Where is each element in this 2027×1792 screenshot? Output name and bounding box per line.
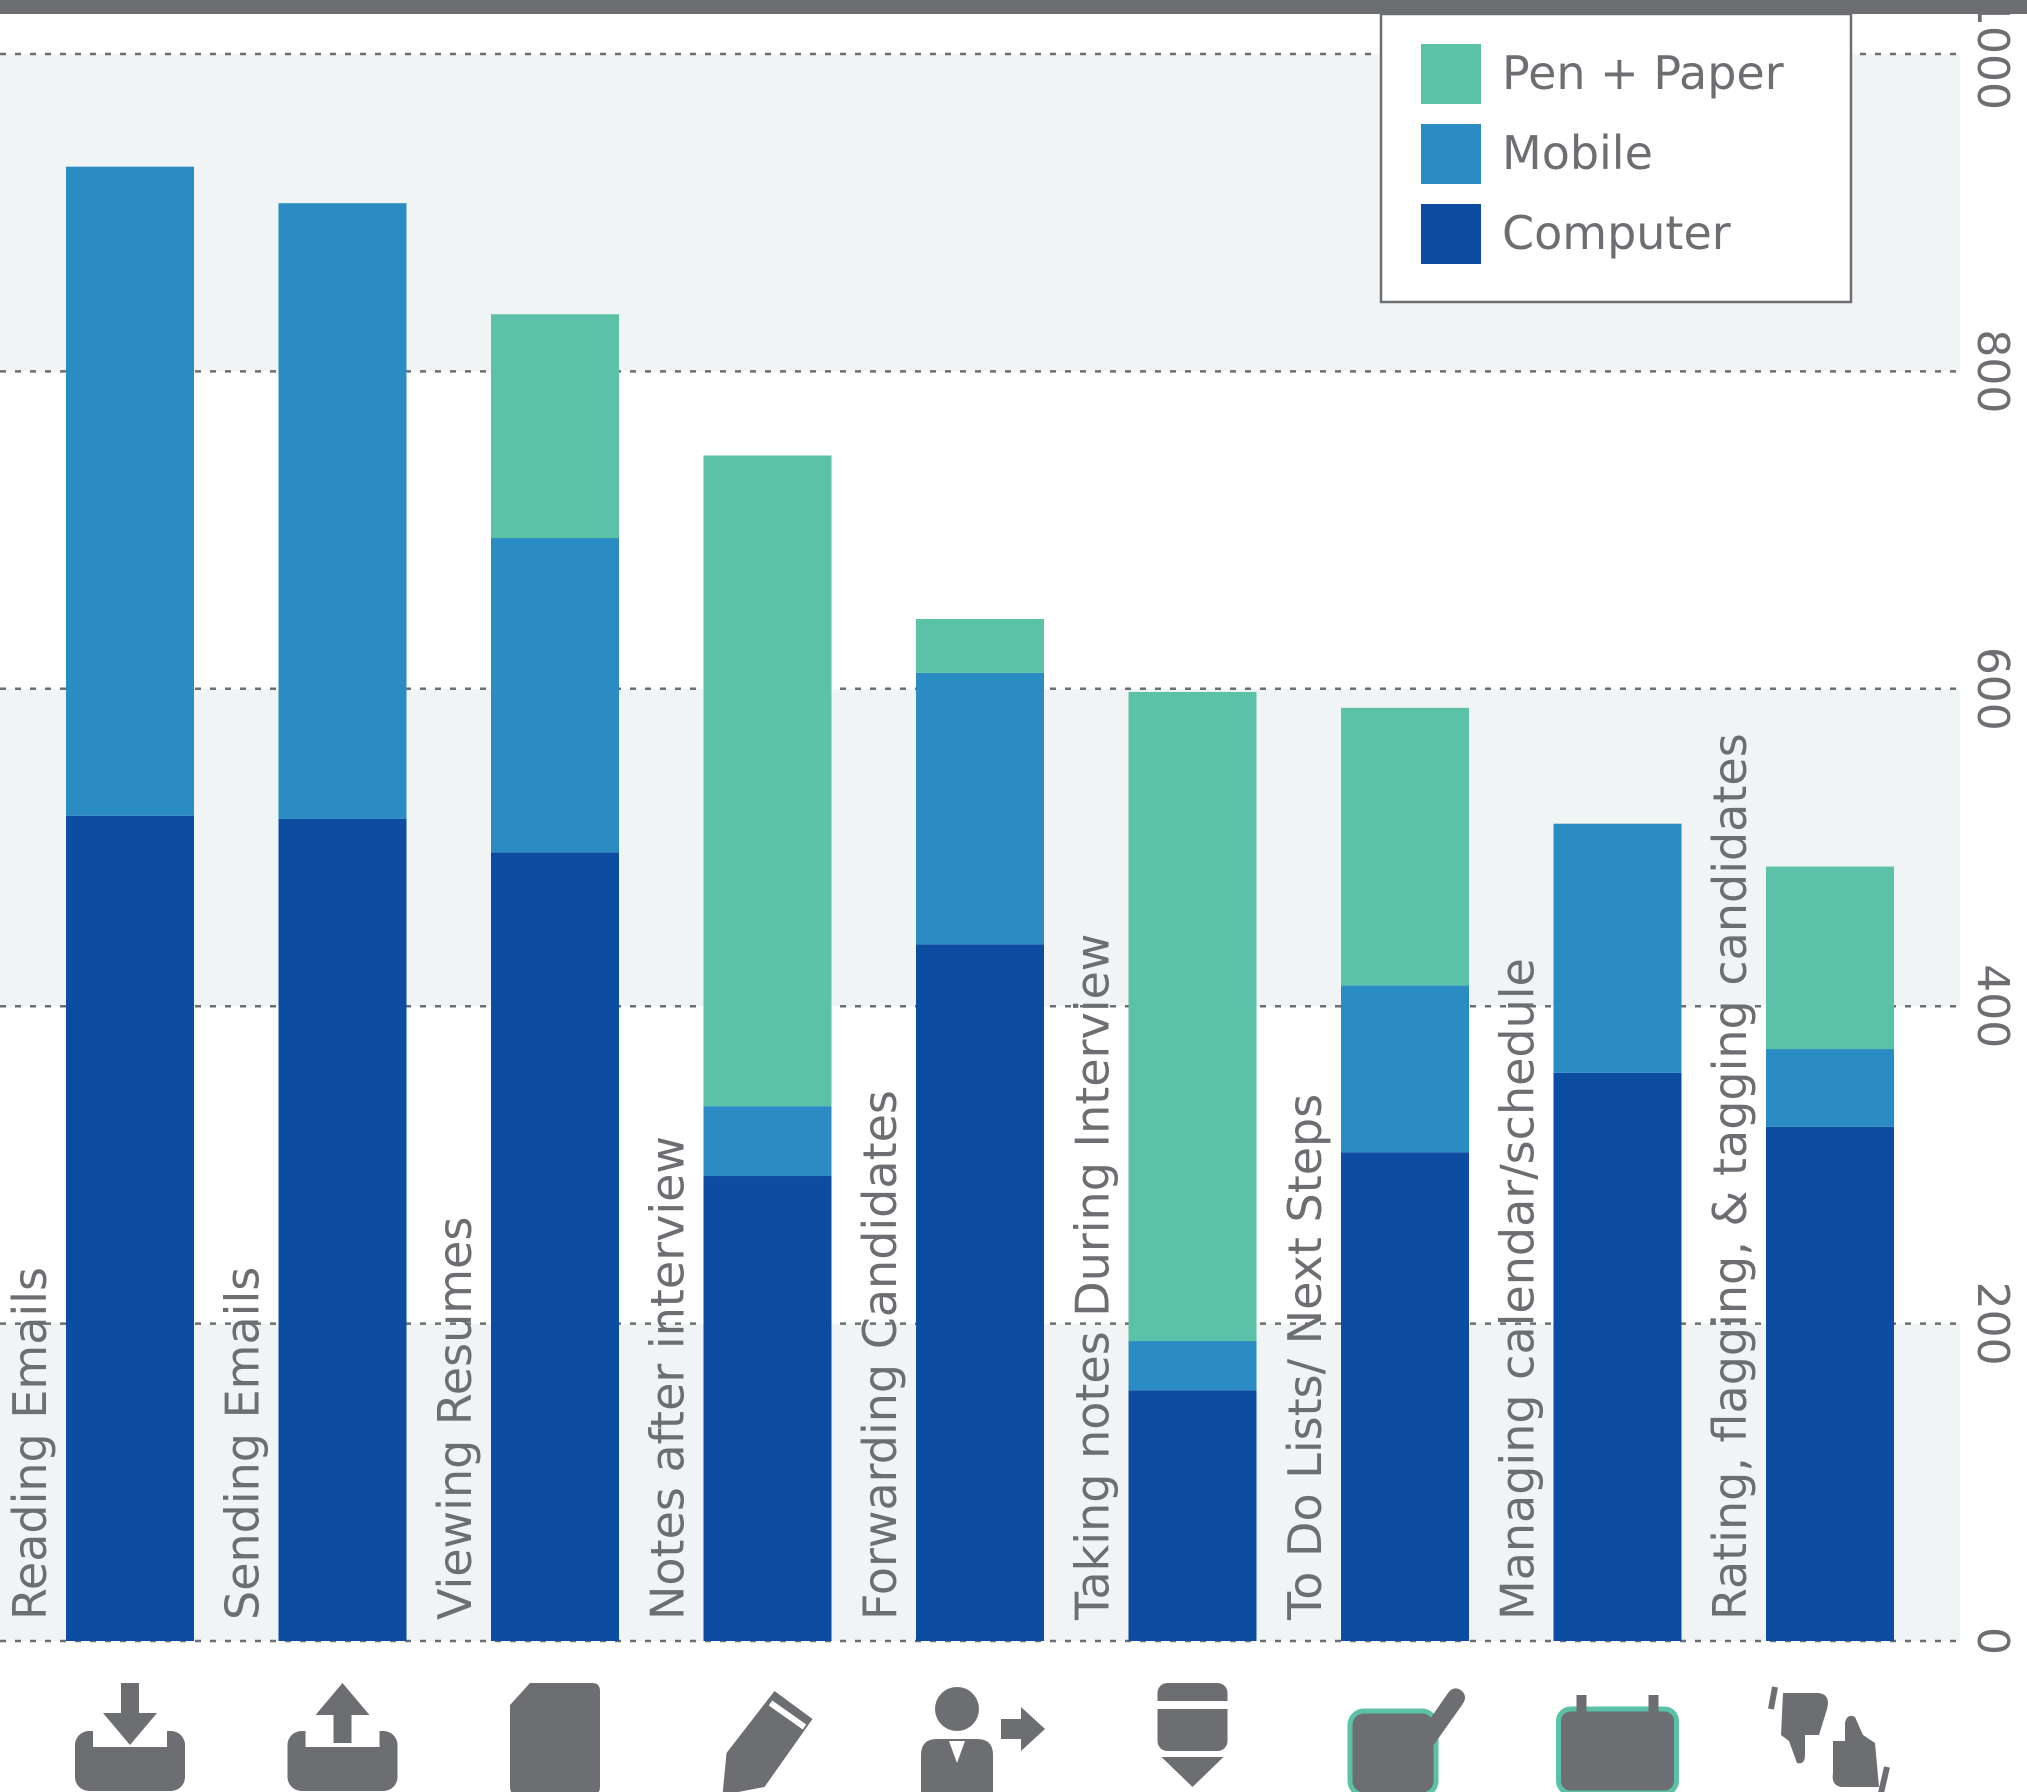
thumbs-up-down-icon bbox=[1768, 1686, 1890, 1792]
icon-part bbox=[103, 1713, 157, 1745]
legend-swatch bbox=[1421, 124, 1481, 184]
y-tick-label: 200 bbox=[1967, 1282, 2018, 1366]
top-bar bbox=[0, 0, 2027, 14]
pencil-icon bbox=[722, 1691, 813, 1792]
icon-part bbox=[949, 1741, 965, 1763]
legend-label: Mobile bbox=[1502, 126, 1653, 180]
icon-part bbox=[921, 1739, 993, 1792]
inbox-download-icon bbox=[75, 1683, 185, 1791]
icon-part bbox=[1157, 1683, 1228, 1751]
icon-part bbox=[315, 1683, 370, 1715]
legend-swatch bbox=[1421, 44, 1481, 104]
bar-segment-computer bbox=[1766, 1126, 1894, 1641]
bar-segment-pen-paper bbox=[1766, 866, 1894, 1050]
bar-segment-computer bbox=[1128, 1390, 1257, 1641]
calendar-icon bbox=[1556, 1695, 1679, 1792]
bar-segment-pen-paper bbox=[1341, 707, 1469, 986]
icon-part bbox=[1161, 1757, 1224, 1787]
document-icon bbox=[510, 1683, 600, 1792]
icon-part bbox=[121, 1683, 139, 1717]
bar-segment-pen-paper bbox=[491, 314, 619, 539]
icon-part bbox=[1001, 1707, 1045, 1751]
y-tick-label: 0 bbox=[1967, 1627, 2018, 1655]
bar-segment-pen-paper bbox=[916, 618, 1044, 673]
inbox-upload-icon bbox=[287, 1683, 398, 1791]
bar-segment-computer bbox=[491, 852, 619, 1641]
icon-part bbox=[1556, 1706, 1679, 1792]
bar-segment-mobile bbox=[1766, 1049, 1894, 1127]
bar-segment-computer bbox=[66, 815, 194, 1641]
category-label: Managing calendar/schedule bbox=[1491, 958, 1545, 1620]
y-tick-label: 600 bbox=[1967, 647, 2018, 731]
y-tick-label: 400 bbox=[1967, 964, 2018, 1048]
category-label: Viewing Resumes bbox=[428, 1217, 482, 1620]
bar-segment-computer bbox=[916, 944, 1044, 1641]
y-tick-label: 1000 bbox=[1967, 0, 2018, 110]
legend-label: Computer bbox=[1502, 206, 1731, 260]
bar-segment-mobile bbox=[916, 672, 1044, 945]
legend-label: Pen + Paper bbox=[1502, 46, 1784, 100]
category-label: Reading Emails bbox=[3, 1267, 57, 1620]
bar-segment-mobile bbox=[1553, 823, 1682, 1073]
bar-segment-pen-paper bbox=[1128, 691, 1257, 1342]
bar-segment-pen-paper bbox=[703, 455, 832, 1107]
bar-segment-mobile bbox=[278, 203, 407, 819]
legend: Pen + Paper Mobile Computer bbox=[1379, 12, 1853, 304]
category-label: Sending Emails bbox=[216, 1267, 270, 1620]
bar-segment-mobile bbox=[703, 1106, 832, 1177]
icon-part bbox=[1768, 1686, 1890, 1792]
category-label: Notes after interview bbox=[641, 1136, 695, 1620]
bar-segment-computer bbox=[278, 818, 407, 1641]
bar-segment-mobile bbox=[491, 538, 619, 853]
icon-part bbox=[333, 1709, 352, 1743]
icon-part bbox=[1832, 1715, 1879, 1787]
person-forward-icon bbox=[921, 1687, 1045, 1792]
bar-segment-computer bbox=[1553, 1072, 1682, 1641]
bar-segment-mobile bbox=[66, 166, 194, 816]
icon-part bbox=[1347, 1708, 1439, 1792]
checklist-icon bbox=[1347, 1688, 1465, 1792]
icon-part bbox=[935, 1687, 979, 1731]
legend-swatch bbox=[1421, 204, 1481, 264]
y-tick-label: 800 bbox=[1967, 329, 2018, 413]
icon-part bbox=[1781, 1693, 1828, 1764]
icon-part bbox=[768, 1700, 807, 1730]
icon-part bbox=[1412, 1688, 1465, 1753]
icon-part bbox=[510, 1683, 600, 1792]
icon-part bbox=[1576, 1695, 1587, 1719]
category-label: Rating, flagging, & tagging candidates bbox=[1703, 733, 1757, 1620]
bar-segment-mobile bbox=[1128, 1341, 1257, 1391]
bar-segment-mobile bbox=[1341, 985, 1469, 1153]
category-label: To Do Lists/ Next Steps bbox=[1278, 1094, 1332, 1621]
icon-part bbox=[1157, 1701, 1228, 1709]
pencil-tip-icon bbox=[1157, 1683, 1228, 1787]
icon-part bbox=[722, 1691, 813, 1792]
bar-segment-computer bbox=[703, 1176, 832, 1641]
category-label: Taking notes During Interview bbox=[1066, 934, 1120, 1621]
icon-part bbox=[1648, 1695, 1659, 1719]
category-label: Forwarding Candidates bbox=[853, 1090, 907, 1620]
bar-segment-computer bbox=[1341, 1152, 1469, 1641]
